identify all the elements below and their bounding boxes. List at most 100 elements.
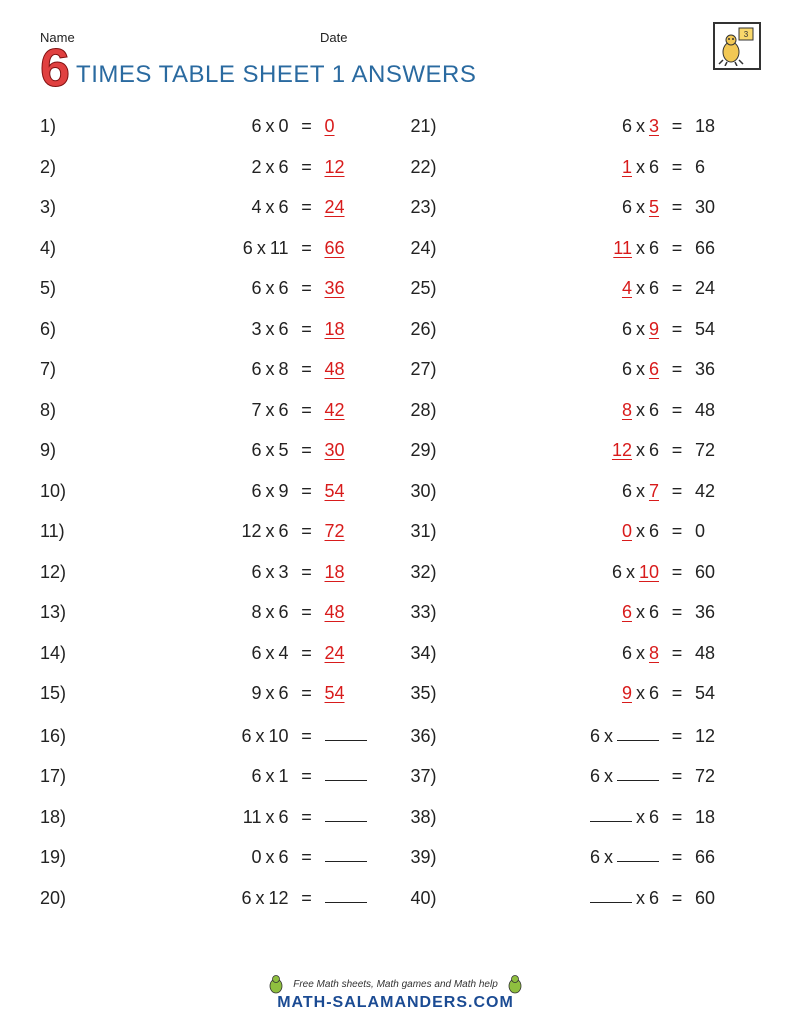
answer-value: 1: [622, 157, 632, 177]
operand: 54: [695, 319, 715, 339]
equals-symbol: =: [289, 319, 325, 340]
operand: 6: [649, 807, 659, 827]
operand: 6: [622, 359, 632, 379]
operand: 54: [695, 683, 715, 703]
expression: 6x5: [453, 197, 660, 218]
problem-number: 31): [411, 521, 453, 542]
problem-row: 33)6x6=36: [411, 602, 752, 643]
multiply-symbol: x: [261, 481, 278, 502]
answer-value: 48: [325, 602, 345, 622]
problem-row: 27)6x6=36: [411, 359, 752, 400]
equals-symbol: =: [289, 807, 325, 828]
multiply-symbol: x: [632, 400, 649, 421]
multiply-symbol: x: [261, 359, 278, 380]
multiply-symbol: x: [261, 319, 278, 340]
answer-value: 72: [325, 521, 345, 541]
multiply-symbol: x: [261, 157, 278, 178]
operand: 11: [243, 807, 262, 827]
problem-number: 35): [411, 683, 453, 704]
equals-symbol: =: [289, 683, 325, 704]
problem-row: 31)0x6=0: [411, 521, 752, 562]
multiply-symbol: x: [261, 562, 278, 583]
operand: 6: [622, 116, 632, 136]
expression: 11x6: [82, 807, 289, 828]
answer-value: 42: [325, 400, 345, 420]
problem-row: 36)6x=12: [411, 724, 752, 765]
operand: 12: [268, 888, 288, 908]
operand: 6: [251, 278, 261, 298]
svg-text:3: 3: [744, 30, 749, 39]
operand: 8: [278, 359, 288, 379]
problem-row: 23)6x5=30: [411, 197, 752, 238]
blank-line: [590, 885, 632, 903]
multiply-symbol: x: [632, 888, 649, 909]
operand: 36: [695, 602, 715, 622]
expression: 6x8: [453, 643, 660, 664]
expression: 6x5: [82, 440, 289, 461]
problem-number: 33): [411, 602, 453, 623]
expression: 6x9: [453, 319, 660, 340]
problem-number: 5): [40, 278, 82, 299]
title-number: 6: [40, 47, 70, 90]
problem-number: 20): [40, 888, 82, 909]
operand: 6: [278, 319, 288, 339]
multiply-symbol: x: [261, 400, 278, 421]
operand: 6: [622, 481, 632, 501]
problem-number: 26): [411, 319, 453, 340]
expression: 8x6: [453, 400, 660, 421]
answer-value: 12: [612, 440, 632, 460]
answer-value: 6: [649, 359, 659, 379]
answer-value: 54: [325, 683, 345, 703]
equals-symbol: =: [659, 766, 695, 787]
operand: 6: [649, 602, 659, 622]
blank-line: [590, 804, 632, 822]
multiply-symbol: x: [632, 481, 649, 502]
problem-row: 24)11x6=66: [411, 238, 752, 279]
operand: 6: [278, 602, 288, 622]
blank-line: [325, 885, 367, 903]
operand: 6: [649, 521, 659, 541]
expression: 6x11: [82, 238, 289, 259]
expression: 6x12: [82, 888, 289, 909]
footer-brand: MATH-SALAMANDERS.COM: [0, 994, 791, 1012]
problem-number: 1): [40, 116, 82, 137]
problem-number: 30): [411, 481, 453, 502]
answer-value: 9: [649, 319, 659, 339]
multiply-symbol: x: [632, 643, 649, 664]
equals-symbol: =: [659, 643, 695, 664]
problem-row: 40)x6=60: [411, 886, 752, 927]
expression: 9x6: [453, 683, 660, 704]
operand: 6: [278, 197, 288, 217]
answer-value: 36: [325, 278, 345, 298]
operand: 6: [251, 440, 261, 460]
footer-salamander-icon: [262, 974, 290, 994]
expression: 6x1: [82, 766, 289, 787]
expression: 6x0: [82, 116, 289, 137]
corner-logo: 3: [713, 22, 761, 70]
answer-value: 24: [325, 197, 345, 217]
worksheet-page: 3 Name Date 6 TIMES TABLE SHEET 1 ANSWER…: [0, 0, 791, 1024]
equals-symbol: =: [659, 602, 695, 623]
operand: 6: [590, 847, 600, 867]
problem-row: 5)6x6=36: [40, 278, 381, 319]
problem-number: 16): [40, 726, 82, 747]
equals-symbol: =: [659, 521, 695, 542]
answer-value: 12: [325, 157, 345, 177]
expression: 6x8: [82, 359, 289, 380]
problem-row: 26)6x9=54: [411, 319, 752, 360]
operand: 6: [251, 116, 261, 136]
problem-number: 25): [411, 278, 453, 299]
problem-row: 4)6x11=66: [40, 238, 381, 279]
answer-value: 4: [622, 278, 632, 298]
problem-row: 30)6x7=42: [411, 481, 752, 522]
expression: 6x3: [82, 562, 289, 583]
operand: 3: [278, 562, 288, 582]
operand: 66: [695, 847, 715, 867]
operand: 3: [251, 319, 261, 339]
problem-number: 8): [40, 400, 82, 421]
operand: 66: [695, 238, 715, 258]
operand: 5: [278, 440, 288, 460]
operand: 6: [251, 643, 261, 663]
operand: 6: [590, 726, 600, 746]
operand: 6: [278, 847, 288, 867]
